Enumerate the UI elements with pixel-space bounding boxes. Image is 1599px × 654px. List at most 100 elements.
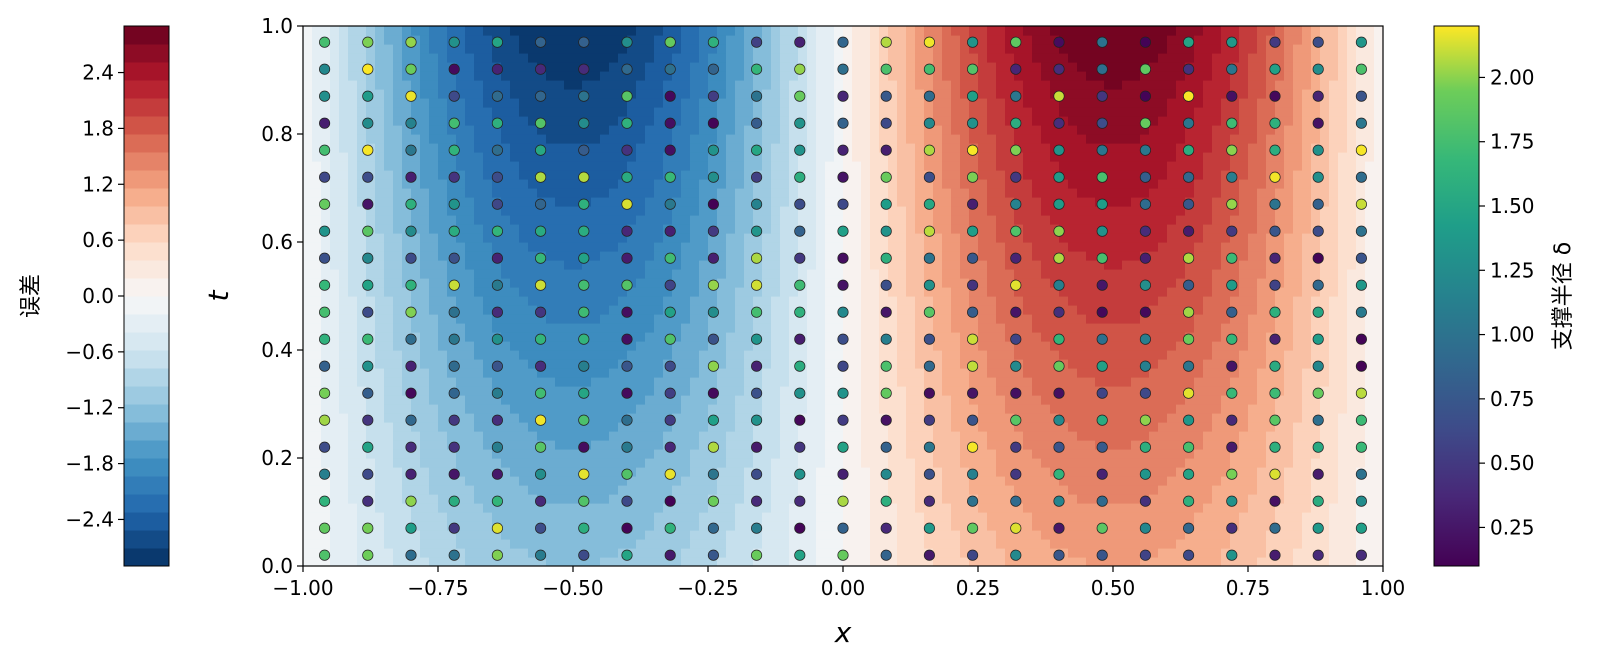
field-cell [564,539,574,549]
field-cell [681,323,691,333]
field-cell [960,422,970,432]
error-colorbar-tick-label: 0.6 [82,228,114,252]
field-cell [564,404,574,414]
field-cell [438,539,448,549]
field-cell [384,476,394,486]
field-cell [915,80,925,90]
field-cell [330,260,340,270]
field-cell [861,53,871,63]
field-cell [402,107,412,117]
field-cell [447,107,457,117]
field-cell [573,188,583,198]
field-cell [726,557,736,566]
field-cell [1005,431,1015,441]
field-cell [879,503,889,513]
field-cell [888,134,898,144]
field-cell [546,503,556,513]
field-cell [591,557,601,566]
field-cell [393,161,403,171]
field-cell [708,107,718,117]
field-cell [303,296,313,306]
field-cell [807,296,817,306]
field-cell [888,260,898,270]
field-cell [906,431,916,441]
field-cell [717,440,727,450]
field-cell [339,35,349,45]
field-cell [348,278,358,288]
field-cell [681,350,691,360]
field-cell [717,431,727,441]
field-cell [609,503,619,513]
field-cell [834,161,844,171]
field-cell [708,53,718,63]
field-cell [564,26,574,36]
field-cell [420,368,430,378]
field-cell [1032,440,1042,450]
field-cell [348,332,358,342]
field-cell [870,539,880,549]
field-cell [321,71,331,81]
field-cell [402,296,412,306]
field-cell [789,467,799,477]
field-cell [1023,161,1033,171]
field-cell [465,161,475,171]
field-cell [951,251,961,261]
field-cell [546,152,556,162]
field-cell [492,260,502,270]
field-cell [879,215,889,225]
field-cell [483,206,493,216]
field-cell [303,179,313,189]
field-cell [636,323,646,333]
field-cell [834,206,844,216]
field-cell [609,107,619,117]
field-cell [717,458,727,468]
field-cell [1032,170,1042,180]
field-cell [924,485,934,495]
field-cell [537,395,547,405]
field-cell [978,368,988,378]
field-cell [438,170,448,180]
field-cell [1023,179,1033,189]
field-cell [510,44,520,54]
field-cell [672,98,682,108]
field-cell [519,377,529,387]
field-cell [654,35,664,45]
field-cell [429,485,439,495]
field-cell [501,530,511,540]
field-cell [771,368,781,378]
field-cell [438,458,448,468]
field-cell [933,341,943,351]
field-cell [771,224,781,234]
field-cell [384,143,394,153]
field-cell [519,80,529,90]
field-cell [870,413,880,423]
field-cell [897,377,907,387]
field-cell [708,557,718,566]
field-cell [654,215,664,225]
field-cell [519,440,529,450]
field-cell [681,494,691,504]
field-cell [366,323,376,333]
field-cell [726,503,736,513]
field-cell [951,26,961,36]
field-cell [627,215,637,225]
field-cell [717,62,727,72]
field-cell [438,134,448,144]
field-cell [879,206,889,216]
field-cell [663,242,673,252]
field-cell [618,395,628,405]
field-cell [528,413,538,423]
field-cell [852,80,862,90]
field-cell [753,296,763,306]
field-cell [339,224,349,234]
field-cell [915,494,925,504]
field-cell [654,278,664,288]
field-cell [771,44,781,54]
field-cell [438,395,448,405]
field-cell [636,152,646,162]
field-cell [915,296,925,306]
field-cell [474,125,484,135]
field-cell [933,107,943,117]
field-cell [546,395,556,405]
field-cell [690,476,700,486]
